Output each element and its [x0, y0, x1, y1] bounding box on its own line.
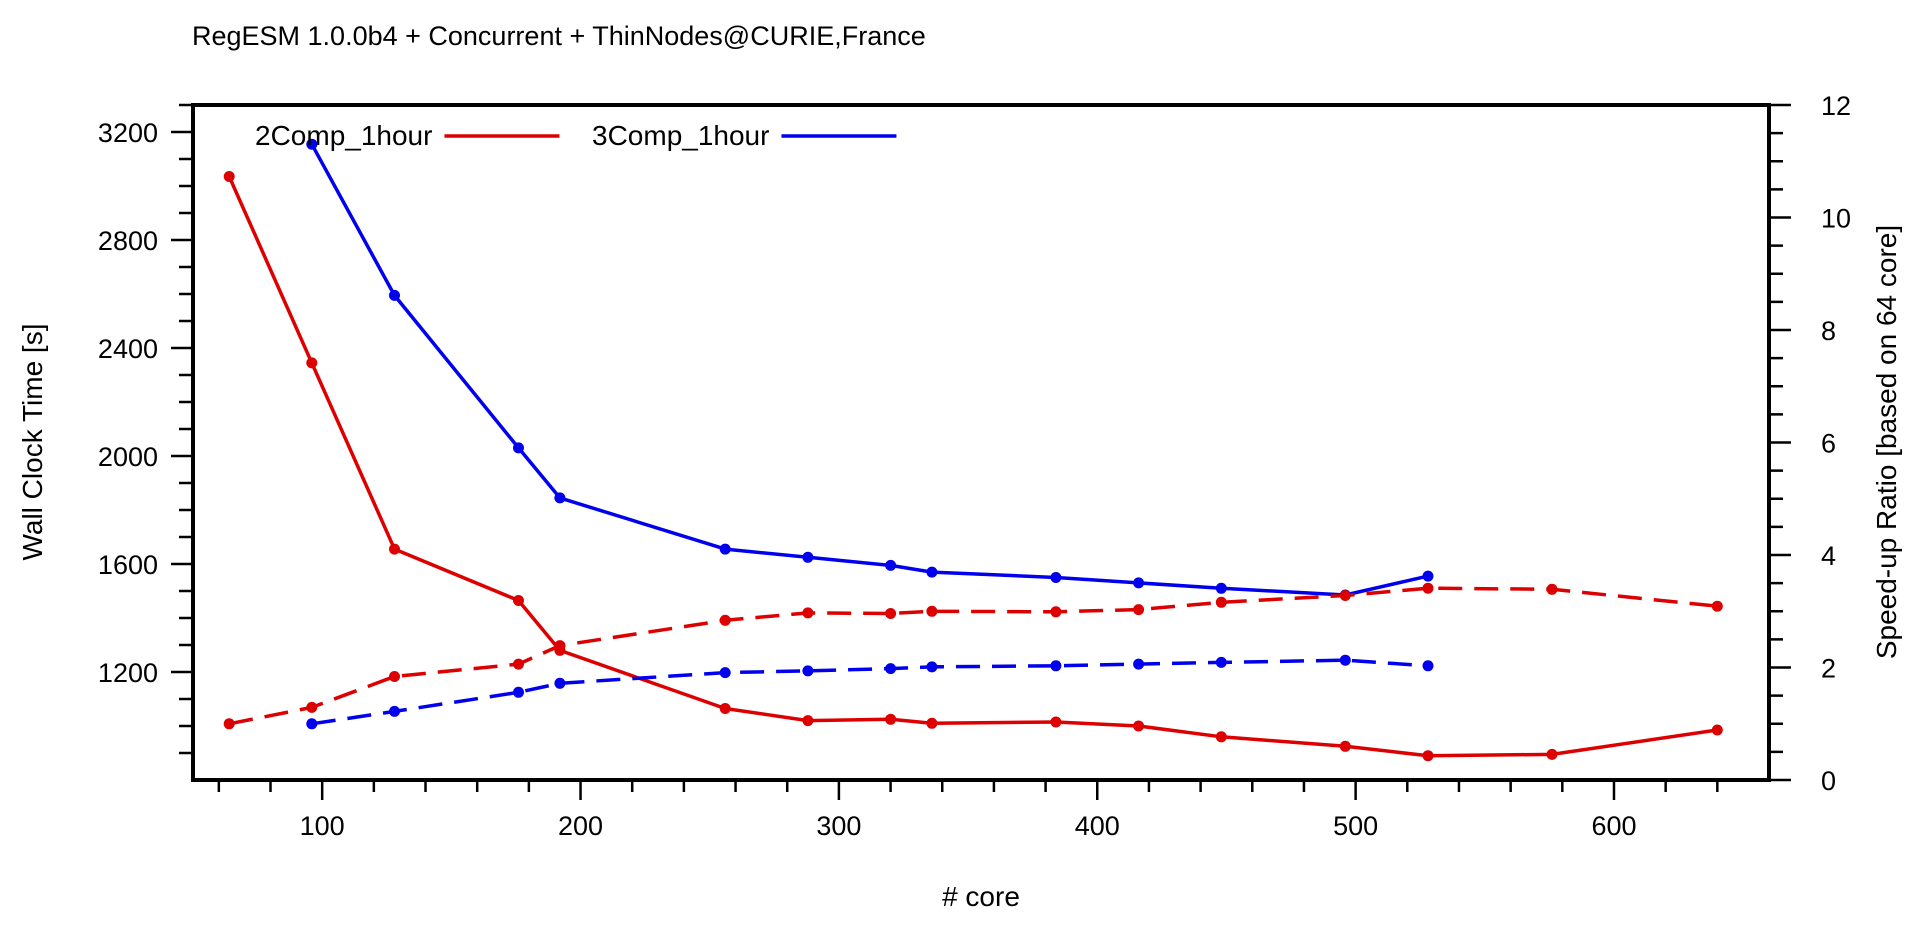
series-point-0 [306, 357, 318, 369]
series-point-1 [1050, 572, 1062, 583]
series-point-1 [1422, 570, 1434, 582]
series-point-0 [1711, 724, 1723, 736]
series-point-2 [1546, 583, 1558, 595]
y2-tick-label: 8 [1821, 316, 1836, 346]
series-point-1 [802, 551, 814, 563]
series-point-0 [926, 717, 938, 729]
series-point-1 [554, 492, 566, 504]
series-point-2 [554, 640, 566, 652]
series-lines [227, 143, 1718, 758]
series-point-3 [306, 718, 318, 730]
series-point-2 [926, 605, 938, 617]
series-point-0 [389, 543, 400, 555]
y2-tick-label: 4 [1821, 541, 1836, 571]
series-point-0 [513, 595, 524, 606]
y2-tick-label: 6 [1821, 429, 1836, 459]
legend: 2Comp_1hour 3Comp_1hour [255, 120, 897, 151]
axes: 100 200 300 400 500 6001200160020002400280032… [98, 91, 1851, 841]
series-point-2 [1215, 596, 1227, 608]
series-point-3 [513, 686, 524, 698]
y2-axis-label: Speed-up Ratio [based on 64 core] [1871, 225, 1902, 659]
series-point-2 [1711, 600, 1723, 612]
series-point-2 [1133, 604, 1145, 616]
y2-tick-label: 0 [1821, 766, 1836, 796]
x-tick-label: 100 [300, 811, 345, 841]
series-point-3 [1050, 660, 1062, 672]
series-point-3 [389, 705, 400, 717]
x-tick-label: 400 [1075, 811, 1120, 841]
series-point-2 [513, 658, 524, 670]
series-point-3 [719, 667, 731, 679]
series-point-2 [389, 671, 400, 682]
y-axis-label: Wall Clock Time [s] [17, 324, 48, 561]
series-point-1 [1133, 577, 1145, 589]
y-tick-label: 2000 [98, 442, 158, 472]
series-point-2 [885, 608, 897, 619]
y-tick-label: 1600 [98, 550, 158, 580]
y-tick-label: 2400 [98, 334, 158, 364]
series-point-3 [802, 665, 814, 677]
series-points [223, 138, 1723, 762]
series-point-0 [223, 171, 235, 182]
series-point-1 [306, 138, 318, 150]
series-point-3 [926, 661, 938, 673]
series-point-2 [1050, 606, 1062, 618]
legend-label: 3Comp_1hour [592, 120, 769, 151]
series-point-0 [885, 713, 897, 725]
series-point-0 [1339, 740, 1351, 752]
series-point-1 [389, 289, 400, 301]
x-axis-label: # core [942, 881, 1020, 912]
series-point-0 [1215, 731, 1227, 743]
y2-tick-label: 12 [1821, 91, 1851, 121]
series-point-3 [554, 677, 566, 689]
y-tick-label: 1200 [98, 658, 158, 688]
series-point-2 [719, 614, 731, 626]
series-point-1 [1215, 582, 1227, 594]
series-point-2 [306, 701, 318, 713]
series-point-3 [1339, 654, 1351, 666]
series-point-3 [1133, 658, 1145, 670]
series-point-2 [1422, 582, 1434, 594]
series-point-3 [1215, 656, 1227, 668]
chart-title: RegESM 1.0.0b4 + Concurrent + ThinNodes@… [192, 21, 926, 51]
x-tick-label: 200 [558, 811, 603, 841]
x-tick-label: 300 [816, 811, 861, 841]
series-point-3 [885, 663, 897, 675]
series-point-2 [223, 718, 235, 730]
y2-tick-label: 10 [1821, 204, 1851, 234]
x-tick-label: 500 [1333, 811, 1378, 841]
series-line-0-solid [227, 175, 1718, 758]
series-point-1 [513, 442, 524, 454]
series-line-1-solid [310, 143, 1429, 597]
series-point-0 [1422, 750, 1434, 762]
series-point-3 [1422, 660, 1434, 672]
series-point-1 [885, 559, 897, 571]
series-point-0 [1133, 720, 1145, 732]
series-point-0 [1546, 748, 1558, 760]
series-point-0 [719, 703, 731, 714]
series-point-0 [1050, 716, 1062, 728]
y2-tick-label: 2 [1821, 654, 1836, 684]
legend-label: 2Comp_1hour [255, 120, 432, 151]
series-point-1 [926, 566, 938, 578]
series-point-0 [802, 715, 814, 727]
plot-frame [191, 103, 1771, 782]
series-point-2 [1339, 590, 1351, 601]
series-line-2-dashed [228, 586, 1718, 726]
series-point-2 [802, 607, 814, 619]
x-tick-label: 600 [1591, 811, 1636, 841]
y-tick-label: 3200 [98, 118, 158, 148]
y-tick-label: 2800 [98, 226, 158, 256]
series-point-1 [719, 543, 731, 555]
